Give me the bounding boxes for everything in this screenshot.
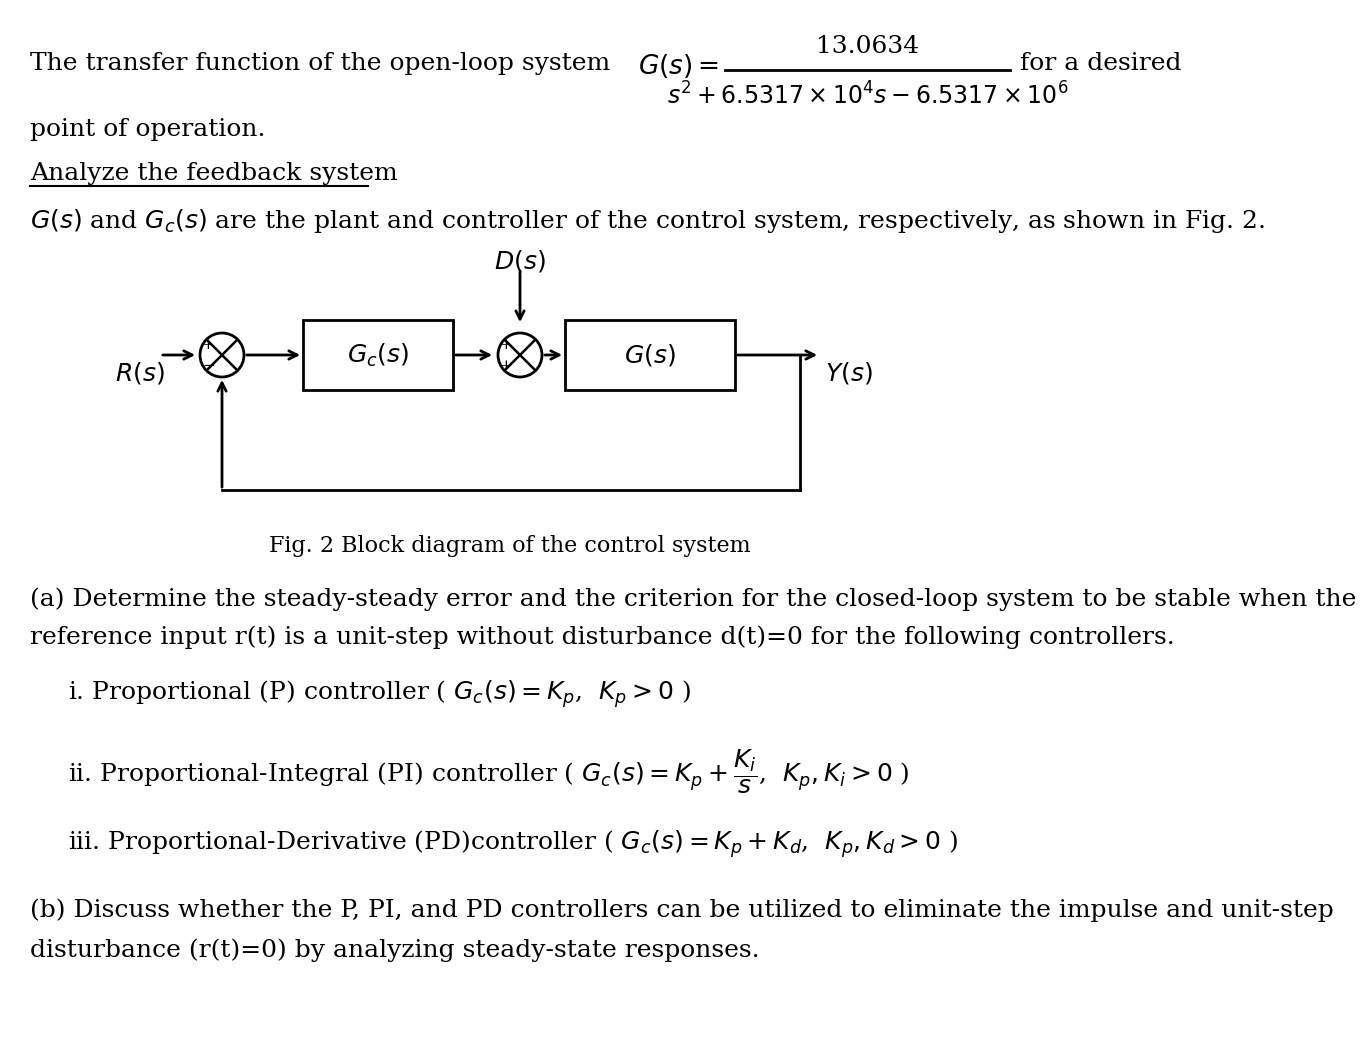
Text: ii. Proportional-Integral (PI) controller ( $G_c(s) = K_p+\dfrac{K_i}{s}$,  $K_p: ii. Proportional-Integral (PI) controlle… <box>68 748 910 796</box>
FancyBboxPatch shape <box>302 320 454 390</box>
Text: disturbance (r(t)=0) by analyzing steady-state responses.: disturbance (r(t)=0) by analyzing steady… <box>30 938 760 962</box>
Text: −: − <box>203 359 215 373</box>
Text: i. Proportional (P) controller ( $G_c(s) = K_p$,  $K_p > 0$ ): i. Proportional (P) controller ( $G_c(s)… <box>68 677 691 710</box>
Text: $G(s)$ and $G_c(s)$ are the plant and controller of the control system, respecti: $G(s)$ and $G_c(s)$ are the plant and co… <box>30 207 1265 235</box>
Text: 13.0634: 13.0634 <box>816 35 919 58</box>
Text: The transfer function of the open-loop system: The transfer function of the open-loop s… <box>30 52 610 75</box>
FancyBboxPatch shape <box>565 320 735 390</box>
Text: +: + <box>202 338 214 352</box>
Text: (a) Determine the steady-steady error and the criterion for the closed-loop syst: (a) Determine the steady-steady error an… <box>30 587 1357 610</box>
Text: $G(s)=$: $G(s)=$ <box>637 52 719 80</box>
Text: iii. Proportional-Derivative (PD)controller ( $G_c(s) = K_p + K_d$,  $K_p, K_d >: iii. Proportional-Derivative (PD)control… <box>68 828 959 859</box>
Text: Analyze the feedback system: Analyze the feedback system <box>30 162 398 185</box>
Text: for a desired: for a desired <box>1020 52 1181 75</box>
Text: +: + <box>500 359 512 373</box>
Text: $R(s)$: $R(s)$ <box>114 360 165 386</box>
Text: Fig. 2 Block diagram of the control system: Fig. 2 Block diagram of the control syst… <box>270 535 750 557</box>
Text: reference input r(t) is a unit-step without disturbance d(t)=0 for the following: reference input r(t) is a unit-step with… <box>30 625 1175 648</box>
Text: +: + <box>500 338 512 352</box>
Text: $D(s)$: $D(s)$ <box>494 248 546 274</box>
Text: $Y(s)$: $Y(s)$ <box>825 360 873 386</box>
Text: $s^2+6.5317\times10^4s-6.5317\times10^6$: $s^2+6.5317\times10^4s-6.5317\times10^6$ <box>667 82 1068 109</box>
Text: $G_c(s)$: $G_c(s)$ <box>347 342 409 368</box>
Text: $G(s)$: $G(s)$ <box>624 342 676 368</box>
Text: point of operation.: point of operation. <box>30 118 266 141</box>
Text: (b) Discuss whether the P, PI, and PD controllers can be utilized to eliminate t: (b) Discuss whether the P, PI, and PD co… <box>30 898 1333 922</box>
